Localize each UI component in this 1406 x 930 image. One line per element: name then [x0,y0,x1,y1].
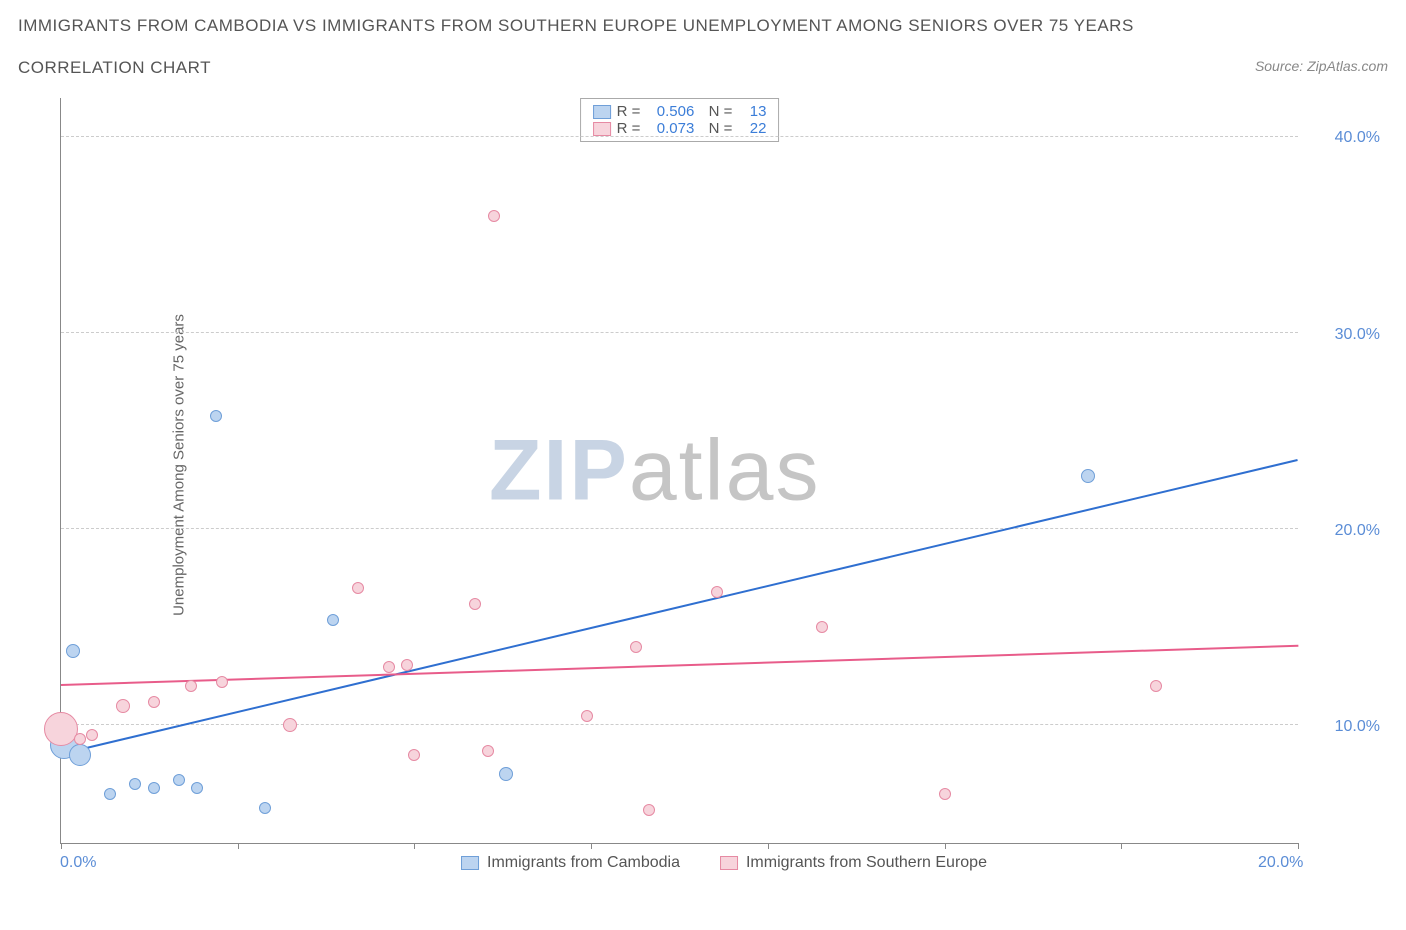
data-point [383,661,395,673]
series-legend: Immigrants from Cambodia Immigrants from … [461,854,987,872]
data-point [69,744,91,766]
trend-line [61,459,1298,755]
data-point [74,733,86,745]
data-point [191,782,203,794]
data-point [104,788,116,800]
y-tick-label: 20.0% [1310,522,1380,540]
x-tick [591,843,592,849]
chart-container: IMMIGRANTS FROM CAMBODIA VS IMMIGRANTS F… [0,0,1406,930]
x-tick [945,843,946,849]
legend-swatch [720,856,738,870]
data-point [66,644,80,658]
data-point [711,586,723,598]
data-point [1150,680,1162,692]
legend-n-label: N = [700,103,732,120]
data-point [116,699,130,713]
data-point [352,582,364,594]
data-point [185,680,197,692]
legend-swatch [593,122,611,136]
x-tick [768,843,769,849]
legend-r-label: R = [617,120,641,137]
watermark-light: atlas [629,422,821,518]
chart-area: ZIPatlas R = 0.506 N = 13 R = 0.073 N = 22 10… [60,98,1388,874]
data-point [210,410,222,422]
data-point [643,804,655,816]
trend-line [61,645,1298,686]
data-point [44,712,78,746]
gridline-h [61,724,1298,725]
x-tick-label: 0.0% [60,854,96,872]
data-point [148,782,160,794]
legend-swatch [461,856,479,870]
series-legend-label: Immigrants from Cambodia [487,854,680,872]
data-point [327,614,339,626]
data-point [401,659,413,671]
y-tick-label: 30.0% [1310,326,1380,344]
data-point [482,745,494,757]
x-tick [1298,843,1299,849]
legend-row: R = 0.073 N = 22 [593,120,767,137]
data-point [283,718,297,732]
gridline-h [61,332,1298,333]
data-point [581,710,593,722]
data-point [86,729,98,741]
series-legend-item: Immigrants from Southern Europe [720,854,987,872]
y-tick-label: 10.0% [1310,718,1380,736]
data-point [488,210,500,222]
data-point [939,788,951,800]
data-point [129,778,141,790]
legend-n-value: 22 [738,120,766,137]
legend-r-label: R = [617,103,641,120]
legend-n-value: 13 [738,103,766,120]
watermark: ZIPatlas [489,421,820,520]
x-tick [61,843,62,849]
x-tick-label: 20.0% [1258,854,1303,872]
data-point [173,774,185,786]
x-tick [1121,843,1122,849]
series-legend-item: Immigrants from Cambodia [461,854,680,872]
gridline-h [61,136,1298,137]
legend-swatch [593,105,611,119]
legend-r-value: 0.073 [646,120,694,137]
x-tick [238,843,239,849]
data-point [148,696,160,708]
chart-title: IMMIGRANTS FROM CAMBODIA VS IMMIGRANTS F… [18,16,1134,36]
data-point [1081,469,1095,483]
data-point [499,767,513,781]
data-point [630,641,642,653]
chart-subtitle: CORRELATION CHART [18,58,211,78]
watermark-bold: ZIP [489,422,629,518]
legend-row: R = 0.506 N = 13 [593,103,767,120]
series-legend-label: Immigrants from Southern Europe [746,854,987,872]
data-point [816,621,828,633]
y-tick-label: 40.0% [1310,129,1380,147]
data-point [469,598,481,610]
legend-n-label: N = [700,120,732,137]
data-point [216,676,228,688]
x-tick [414,843,415,849]
plot-region: ZIPatlas R = 0.506 N = 13 R = 0.073 N = 22 [60,98,1298,844]
data-point [408,749,420,761]
source-attribution: Source: ZipAtlas.com [1255,58,1388,74]
legend-r-value: 0.506 [646,103,694,120]
gridline-h [61,528,1298,529]
data-point [259,802,271,814]
